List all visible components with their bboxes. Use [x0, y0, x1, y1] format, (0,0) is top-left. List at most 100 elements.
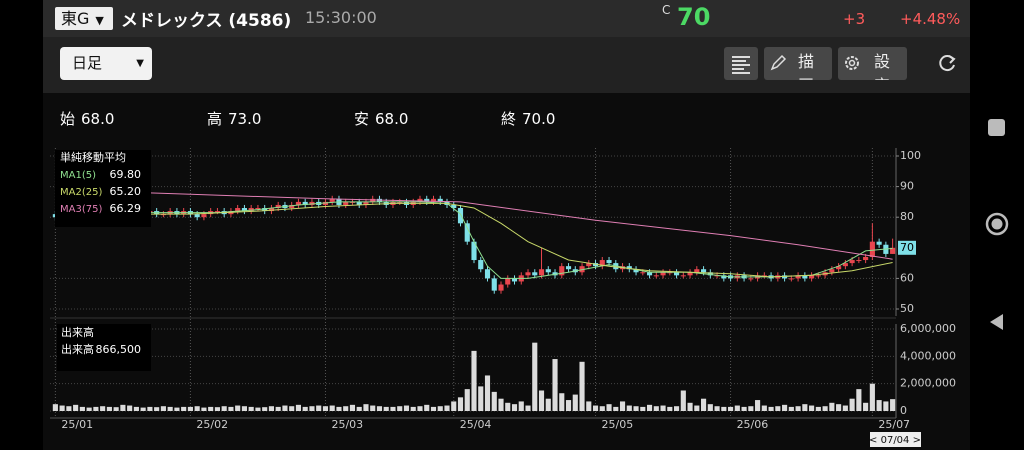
volume-bar [295, 404, 302, 411]
volume-bar [444, 405, 450, 411]
candle-body [309, 201, 315, 205]
legend-box [55, 150, 151, 227]
legend-box [57, 324, 151, 371]
candle-body [491, 278, 497, 291]
candle-body [856, 260, 862, 262]
candle-body [660, 272, 666, 276]
volume-bar [275, 406, 281, 411]
y-tick-label: 0 [900, 404, 907, 417]
volume-bar [538, 390, 545, 411]
candle-body [606, 260, 612, 264]
draw-label: 描画 [798, 52, 821, 80]
ohlc-value: 70.0 [522, 110, 556, 128]
list-button[interactable] [724, 47, 758, 80]
candle-body [160, 214, 166, 216]
candle-body [849, 260, 855, 264]
volume-bar [755, 400, 761, 411]
home-button[interactable] [985, 212, 1009, 236]
x-tick-label: 25/06 [737, 418, 769, 431]
toolbar: 日足▼ 描画 設定 [43, 37, 970, 93]
candle-body [498, 284, 504, 291]
volume-bar [140, 407, 146, 411]
volume-bar [890, 399, 896, 411]
volume-bar [181, 406, 187, 411]
y-tick-label: 60 [900, 271, 914, 284]
volume-bar [464, 389, 470, 411]
candle-body [640, 272, 646, 274]
current-price-tag [898, 240, 916, 255]
draw-button[interactable]: 描画 [764, 47, 832, 80]
period: 日足 [72, 54, 103, 72]
volume-bar [802, 404, 808, 411]
volume-bar [430, 406, 437, 411]
change: +3 [843, 10, 866, 28]
candle-body [842, 263, 848, 267]
candle-body [262, 208, 268, 212]
volume-bar [822, 406, 828, 411]
ohlc-label: 始 [60, 110, 76, 128]
price-prefix: C [662, 3, 671, 17]
volume-bar [633, 406, 639, 411]
volume-bar [653, 406, 659, 411]
candle-body [876, 241, 882, 245]
volume-bar [363, 404, 369, 411]
candle-body [559, 266, 565, 276]
candle-body [302, 201, 308, 205]
candle-body [552, 272, 558, 276]
volume-bar [160, 406, 166, 411]
volume-bar [133, 406, 139, 411]
candle-body [565, 266, 572, 270]
cursor-date-box [870, 432, 921, 447]
candle-body [295, 201, 302, 205]
ohlc-label: 高 [207, 110, 223, 128]
x-tick-label: 25/05 [602, 418, 634, 431]
volume-bar [761, 405, 767, 411]
candle-body [478, 260, 484, 270]
volume-bar [734, 405, 740, 411]
volume-bar [545, 398, 551, 411]
volume-bar [262, 407, 268, 411]
candle-body [437, 198, 443, 202]
volume-bar [849, 398, 855, 411]
candle-body [484, 269, 491, 279]
market-select[interactable]: 東G ▼ [55, 7, 113, 30]
volume-bar [302, 406, 308, 411]
volume-bar [815, 406, 821, 411]
volume-bar [673, 406, 680, 411]
current-price-label: 70 [900, 241, 914, 254]
candle-body [329, 198, 335, 202]
back-button[interactable] [990, 314, 1003, 330]
volume-bar [221, 406, 227, 411]
legend-name: MA2(25) [60, 187, 102, 198]
volume-bar [863, 402, 869, 411]
nav-bar [985, 119, 1009, 330]
volume-bar [586, 401, 592, 411]
settings-button[interactable]: 設定 [838, 47, 907, 80]
volume-bar [721, 406, 727, 411]
market: 東G [61, 9, 90, 28]
legend-value: 66.29 [110, 202, 142, 215]
candle-body [701, 269, 707, 273]
x-tick-label: 25/02 [196, 418, 228, 431]
volume-bar [127, 405, 133, 411]
candle-body [214, 211, 220, 213]
volume-bar [424, 404, 430, 411]
ohlc-item: 終 70.0 [501, 108, 555, 129]
candle-body [464, 223, 470, 242]
volume-bar [511, 404, 518, 411]
ohlc-value: 68.0 [375, 110, 409, 128]
volume-bar [572, 394, 578, 411]
volume-bar [775, 406, 781, 411]
ma-line [55, 189, 893, 260]
home-dot [991, 218, 1003, 230]
volume-bar [592, 405, 599, 411]
volume-bar [795, 406, 801, 411]
header-bar: 東G ▼ メドレックス (4586) 15:30:00 C 70 +3 +4.48… [43, 0, 970, 37]
time: 15:30:00 [305, 8, 377, 27]
candle-body [809, 275, 815, 279]
recent-apps-button[interactable] [988, 119, 1005, 136]
refresh-button[interactable] [936, 53, 958, 75]
list-icon [732, 56, 750, 74]
period-select[interactable]: 日足 ▼ [60, 47, 152, 80]
